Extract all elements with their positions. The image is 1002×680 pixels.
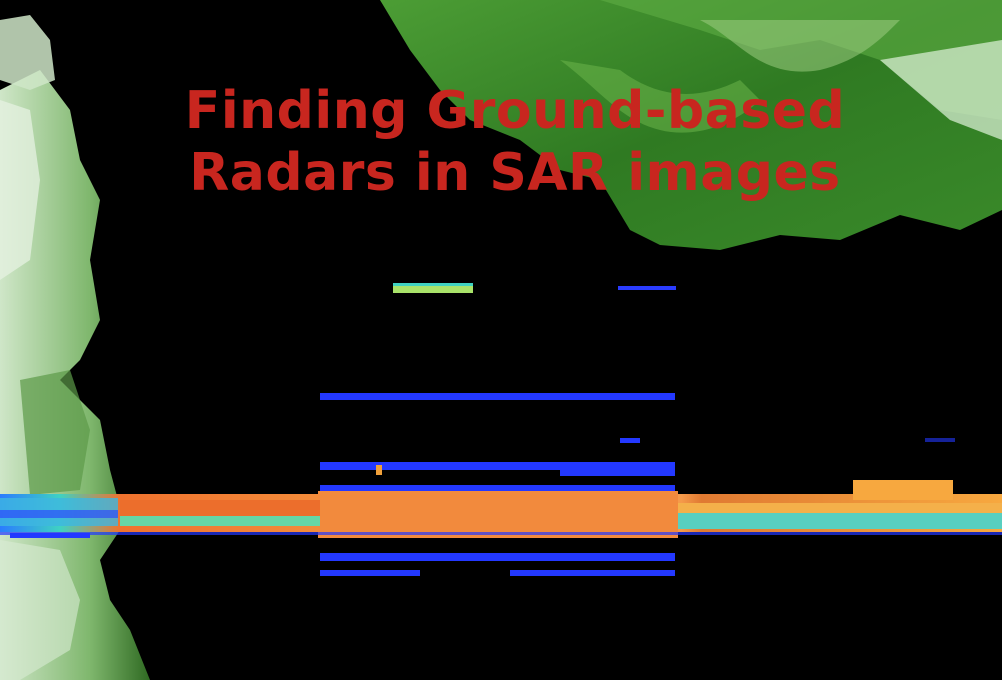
rfi-blue-streaks	[10, 393, 955, 576]
title-line-2: Radars in SAR images	[189, 143, 841, 203]
rfi-main-stripe	[0, 480, 1002, 538]
terrain-west-coast	[0, 15, 150, 680]
rfi-bar-small	[393, 283, 473, 293]
title-line-1: Finding Ground-based	[184, 81, 846, 141]
terrain-north	[380, 0, 1002, 250]
page-title: Finding Ground-based Radars in SAR image…	[150, 80, 880, 204]
